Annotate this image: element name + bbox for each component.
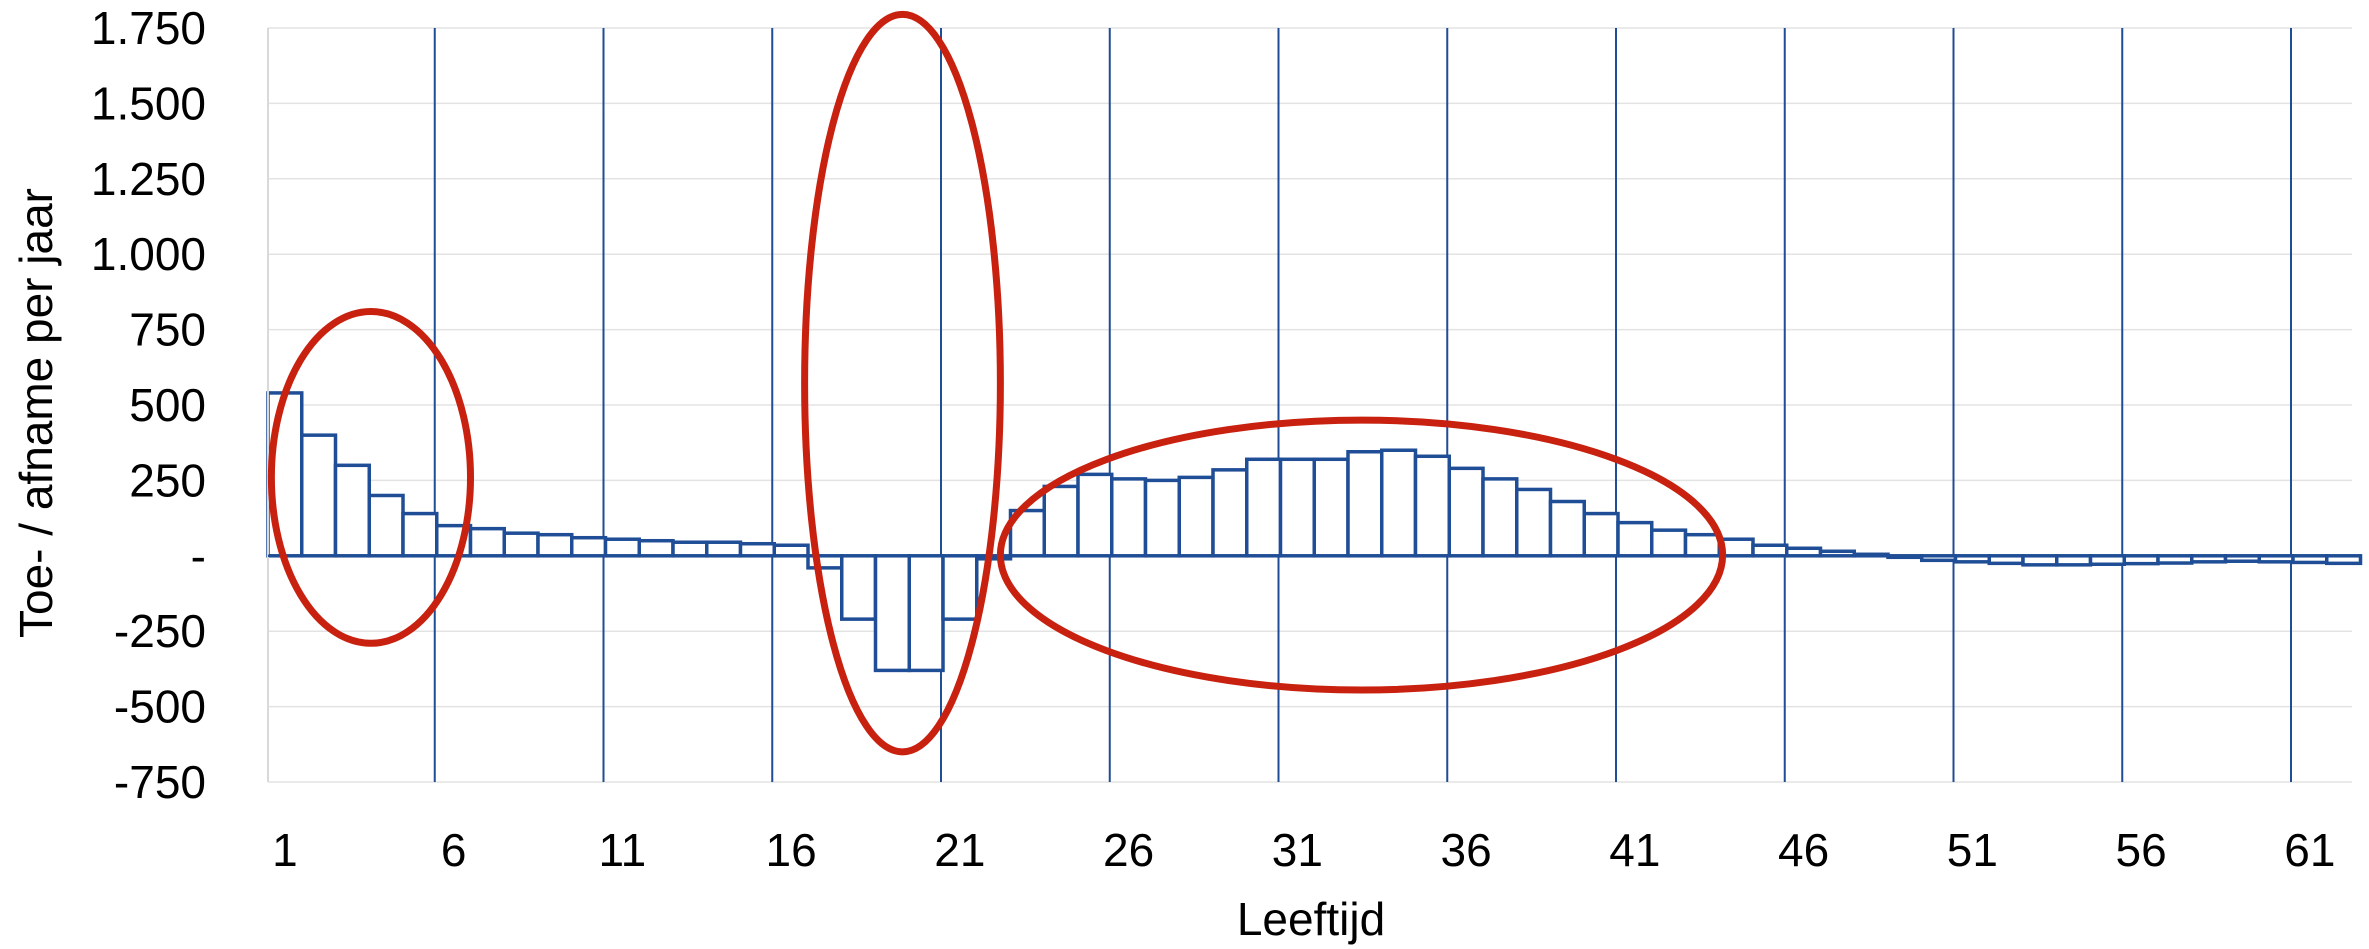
x-tick-labels: 1 6 11 16 21 26 31 36 41 46 51 56 61 bbox=[272, 824, 2335, 876]
bar bbox=[468, 526, 506, 558]
bars bbox=[266, 391, 2363, 673]
bar bbox=[1548, 499, 1586, 558]
bar bbox=[705, 540, 743, 558]
x-tick-label: 21 bbox=[934, 824, 985, 876]
bar bbox=[941, 554, 979, 621]
bar bbox=[1076, 472, 1114, 558]
bar bbox=[2055, 554, 2093, 567]
bar bbox=[637, 538, 675, 558]
bar bbox=[1143, 478, 1181, 558]
y-tick-label: -500 bbox=[114, 681, 206, 733]
bar bbox=[1481, 477, 1519, 558]
bar bbox=[2088, 554, 2126, 566]
bar bbox=[1751, 543, 1789, 558]
y-tick-label: -250 bbox=[114, 605, 206, 657]
bar bbox=[1447, 466, 1485, 558]
y-axis-title: Toe- / afname per jaar bbox=[10, 188, 62, 638]
bar bbox=[1042, 484, 1080, 558]
highlight-ellipse bbox=[996, 416, 1727, 694]
x-tick-label: 6 bbox=[441, 824, 467, 876]
bar bbox=[671, 540, 709, 558]
highlight-ellipse bbox=[801, 10, 1004, 756]
bar bbox=[1380, 448, 1418, 558]
bar bbox=[1278, 457, 1316, 558]
bar bbox=[873, 554, 911, 673]
y-tick-label: 500 bbox=[129, 379, 206, 431]
bar bbox=[1177, 475, 1215, 558]
bar bbox=[1110, 477, 1148, 558]
y-tick-label: 1.500 bbox=[91, 77, 206, 129]
x-tick-label: 16 bbox=[766, 824, 817, 876]
highlight-ellipse bbox=[267, 308, 474, 647]
bar bbox=[1683, 532, 1721, 558]
bar bbox=[502, 531, 540, 558]
bar bbox=[738, 541, 776, 558]
bar bbox=[907, 554, 945, 673]
x-tick-label: 41 bbox=[1609, 824, 1660, 876]
bar bbox=[536, 532, 574, 558]
y-tick-label: 1.250 bbox=[91, 153, 206, 205]
bar bbox=[1312, 457, 1350, 558]
x-tick-label: 11 bbox=[598, 824, 646, 876]
bar bbox=[1582, 511, 1620, 558]
bar bbox=[570, 535, 608, 558]
x-tick-label: 46 bbox=[1778, 824, 1829, 876]
axes bbox=[267, 28, 2352, 782]
y-tick-label: 1.000 bbox=[91, 228, 206, 280]
y-tick-label: 750 bbox=[129, 304, 206, 356]
bar bbox=[1245, 457, 1283, 558]
bar bbox=[772, 543, 810, 558]
highlight-ellipses bbox=[267, 10, 1727, 756]
x-tick-label: 1 bbox=[272, 824, 298, 876]
x-tick-label: 56 bbox=[2116, 824, 2167, 876]
x-tick-label: 26 bbox=[1103, 824, 1154, 876]
bar bbox=[2021, 554, 2059, 567]
horizontal-gridlines bbox=[268, 27, 2352, 783]
bar bbox=[603, 537, 641, 558]
bar bbox=[1413, 454, 1451, 558]
bar bbox=[1211, 468, 1249, 558]
bar bbox=[1346, 449, 1384, 558]
y-tick-label: -750 bbox=[114, 756, 206, 808]
bar bbox=[367, 493, 405, 558]
x-axis-title: Leeftijd bbox=[1237, 893, 1385, 945]
bar bbox=[333, 463, 371, 558]
y-tick-label: 1.750 bbox=[91, 2, 206, 54]
x-tick-label: 51 bbox=[1947, 824, 1998, 876]
x-tick-label: 36 bbox=[1441, 824, 1492, 876]
bar bbox=[300, 433, 338, 558]
x-tick-label: 61 bbox=[2284, 824, 2335, 876]
y-tick-label: - bbox=[191, 530, 206, 582]
y-tick-labels: 1.750 1.500 1.250 1.000 750 500 250 - -250 -500 -7… bbox=[91, 2, 206, 808]
bar bbox=[1515, 487, 1553, 558]
y-tick-label: 250 bbox=[129, 454, 206, 506]
bar bbox=[840, 554, 878, 621]
x-tick-label: 31 bbox=[1272, 824, 1323, 876]
bar bbox=[401, 511, 439, 558]
bar bbox=[1616, 520, 1654, 558]
bar bbox=[1650, 528, 1688, 558]
